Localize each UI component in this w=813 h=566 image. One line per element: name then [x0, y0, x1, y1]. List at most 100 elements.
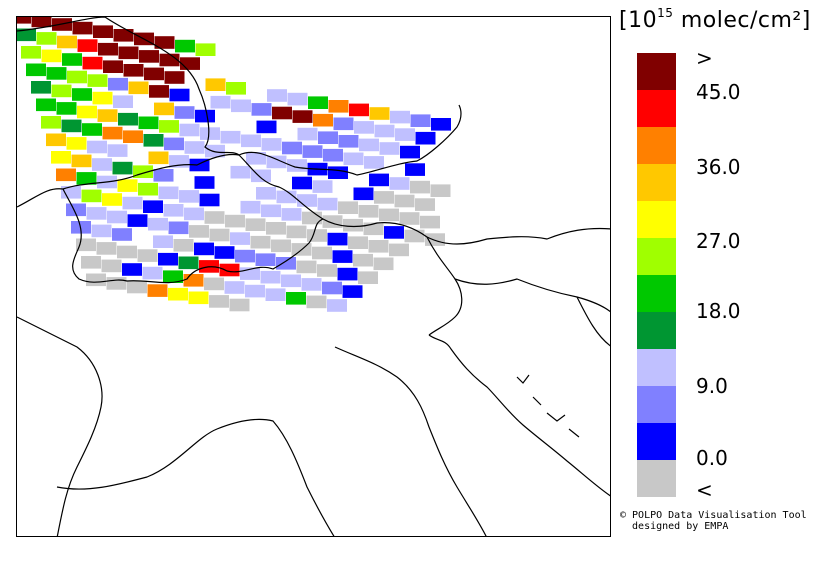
data-pixel	[97, 109, 118, 122]
data-pixel	[91, 224, 112, 238]
country-borders	[17, 17, 610, 536]
data-pixel	[51, 84, 72, 98]
data-pixel	[113, 95, 133, 108]
data-pixel	[229, 298, 250, 312]
data-pixel	[343, 152, 364, 166]
data-pixel	[159, 53, 180, 67]
data-pixel	[41, 49, 62, 63]
border-ligurian-coast	[56, 418, 335, 536]
data-pixel	[296, 260, 317, 274]
data-pixel	[327, 232, 348, 246]
data-pixel	[71, 154, 92, 168]
data-pixel	[297, 194, 317, 207]
data-pixel	[281, 274, 301, 288]
data-pixel	[338, 135, 359, 148]
data-pixel	[353, 253, 373, 267]
data-pixel	[322, 281, 342, 295]
data-pixel	[128, 81, 149, 95]
data-pixel	[158, 186, 179, 200]
data-pixel	[323, 148, 343, 162]
data-pixel	[148, 151, 169, 165]
data-pixel	[342, 285, 363, 298]
data-pixel	[72, 88, 92, 101]
data-pixel	[399, 212, 420, 225]
data-pixel	[415, 198, 435, 211]
data-pixel	[209, 228, 230, 242]
data-pixel	[26, 63, 46, 77]
data-pixel	[214, 246, 235, 259]
data-pixel	[358, 205, 379, 218]
data-pixel	[142, 266, 163, 280]
data-pixel	[389, 243, 409, 257]
data-pixel	[327, 299, 347, 312]
data-pixel	[431, 118, 451, 131]
data-pixel	[188, 291, 209, 305]
data-pixel	[138, 116, 159, 130]
legend-swatch	[637, 90, 676, 127]
data-pixel	[31, 17, 52, 28]
border-italy-france	[17, 316, 103, 536]
data-pixel	[112, 228, 132, 241]
data-pixel	[306, 295, 327, 309]
legend-label: 18.0	[696, 299, 741, 323]
data-pixel	[194, 242, 214, 256]
border-austria-italy	[238, 154, 610, 245]
data-pixel	[61, 186, 81, 199]
data-pixel	[86, 273, 106, 287]
data-pixel	[374, 191, 394, 204]
legend-swatch	[637, 275, 676, 312]
data-pixel	[235, 249, 255, 263]
data-pixel	[183, 274, 204, 287]
data-pixel	[261, 138, 282, 151]
data-pixel	[205, 78, 226, 91]
data-pixel	[51, 151, 71, 164]
data-pixel	[313, 113, 333, 127]
data-pixel	[272, 106, 292, 120]
data-pixel	[86, 207, 107, 220]
data-pixel	[46, 67, 67, 80]
data-pixel	[199, 193, 220, 207]
data-pixel	[92, 158, 112, 171]
border-slovenia-croatia	[454, 278, 610, 313]
data-pixel	[348, 236, 368, 249]
legend-swatch	[637, 238, 676, 275]
data-pixel	[245, 218, 266, 231]
data-pixel	[87, 74, 108, 87]
legend-label: >	[696, 46, 713, 70]
color-scale-bar	[637, 53, 676, 497]
legend-swatch	[637, 127, 676, 164]
data-pixel	[118, 46, 139, 60]
border-adriatic-coast	[334, 346, 487, 536]
data-pixel	[286, 292, 306, 305]
data-pixel	[81, 189, 102, 203]
data-pixel	[117, 179, 138, 192]
data-pixel	[113, 29, 134, 42]
data-pixel	[82, 56, 103, 70]
legend-swatch	[637, 164, 676, 201]
data-pixel	[308, 96, 328, 109]
data-pixel	[266, 222, 286, 235]
data-pixel	[286, 225, 307, 239]
data-pixel	[292, 110, 313, 123]
border-swiss-south	[62, 188, 324, 284]
data-pixel	[410, 114, 431, 127]
data-pixel	[123, 130, 143, 143]
data-pixel	[148, 217, 168, 231]
data-pixel	[106, 277, 127, 290]
border-bosnia	[576, 296, 610, 347]
data-pixel	[67, 70, 87, 84]
data-pixel	[21, 46, 41, 59]
credit-text: © POLPO Data Visualisation Tool designed…	[620, 510, 807, 532]
map-svg	[17, 17, 610, 536]
data-pixel	[56, 102, 77, 115]
data-pixel	[56, 168, 76, 182]
data-pixel	[209, 295, 229, 308]
border-italy-slovenia	[426, 236, 463, 336]
data-pixel	[302, 211, 322, 225]
legend-label: 9.0	[696, 374, 728, 398]
data-pixel	[333, 117, 354, 131]
data-pixel	[226, 82, 246, 95]
legend-swatch	[637, 423, 676, 460]
border-croatia-coast	[428, 334, 610, 497]
data-pixel	[373, 257, 394, 271]
